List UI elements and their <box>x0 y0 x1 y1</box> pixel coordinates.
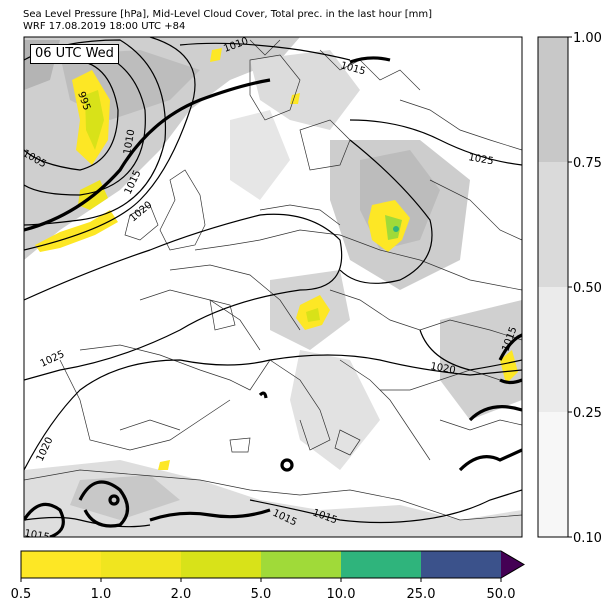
precip-colorbar-extend-arrow <box>501 551 524 578</box>
cloud-cover-colorbar <box>537 36 572 538</box>
precip-tick-label: 50.0 <box>487 587 516 602</box>
precip-colorbar-segment <box>341 551 421 578</box>
precip-tick-label: 2.0 <box>171 587 192 602</box>
precip-tick-label: 1.0 <box>91 587 112 602</box>
precip-colorbar-segment <box>421 551 501 578</box>
cloud-tick-label: 0.25 <box>573 406 602 421</box>
isobar-label: 1010 <box>122 129 137 156</box>
precip-colorbar-ticks: 0.5 1.0 2.0 5.0 10.0 25.0 50.0 <box>11 587 516 602</box>
cloud-tick-label: 0.10 <box>573 531 602 546</box>
precip-colorbar-segment <box>101 551 181 578</box>
precipitation-shading <box>35 48 518 470</box>
cloud-colorbar-segment <box>538 37 568 162</box>
isobars <box>24 37 522 528</box>
cloud-colorbar-segment <box>538 162 568 287</box>
cloud-colorbar-segment <box>538 412 568 537</box>
precip-tick-label: 5.0 <box>251 587 272 602</box>
valid-time-label: 06 UTC Wed <box>30 44 119 64</box>
precip-colorbar-segment <box>21 551 101 578</box>
isobar-label: 1015 <box>23 528 50 543</box>
precip-colorbar-segment <box>261 551 341 578</box>
precip-tick-label: 0.5 <box>11 587 32 602</box>
cloud-colorbar-segment <box>538 287 568 412</box>
cloud-colorbar-ticks: 1.00 0.75 0.50 0.25 0.10 <box>573 31 602 546</box>
coastlines-borders <box>24 39 522 521</box>
precip-tick-label: 25.0 <box>407 587 436 602</box>
isobar-label: 1025 <box>467 152 494 167</box>
isobar-label: 1020 <box>429 361 456 376</box>
precip-colorbar-frame <box>20 550 525 579</box>
precip-tick-label: 10.0 <box>327 587 356 602</box>
isobars-bold <box>24 56 522 537</box>
map-panel: 1010 1015 995 1010 1005 1015 1020 1025 1… <box>23 37 522 543</box>
map-frame <box>23 36 523 538</box>
cloud-tick-label: 1.00 <box>573 31 602 46</box>
precipitation-colorbar <box>20 550 525 582</box>
map-title: Sea Level Pressure [hPa], Mid-Level Clou… <box>23 9 433 20</box>
map-subtitle: WRF 17.08.2019 18:00 UTC +84 <box>23 21 186 32</box>
cloud-tick-label: 0.50 <box>573 281 602 296</box>
precip-colorbar-segment <box>181 551 261 578</box>
cloud-tick-label: 0.75 <box>573 156 602 171</box>
